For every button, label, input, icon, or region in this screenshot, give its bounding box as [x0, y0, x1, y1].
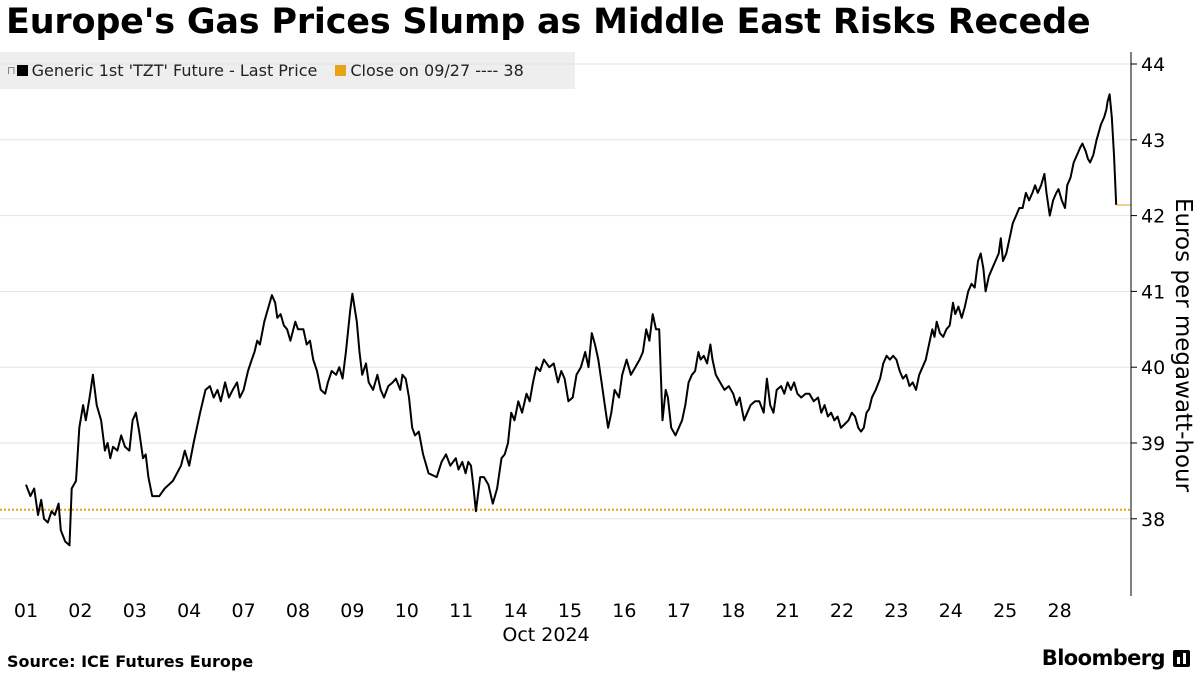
gridlines [0, 63, 1131, 520]
y-tick-label: 42 [1141, 206, 1165, 228]
x-tick-label: 21 [776, 600, 800, 622]
x-axis: 01 02 03 04 07 08 09 10 11 14 15 16 17 18 21 22 23 24 25 28… [14, 600, 1072, 646]
brand-logo: Bloomberg [1042, 646, 1190, 670]
chart-title: Europe's Gas Prices Slump as Middle East… [6, 2, 1091, 42]
x-tick-label: 28 [1048, 600, 1072, 622]
x-tick-label: 14 [504, 600, 528, 622]
y-tick-label: 40 [1141, 357, 1165, 379]
series-line [25, 93, 1118, 547]
y-tick-label: 44 [1141, 54, 1165, 76]
y-tick-label: 41 [1141, 281, 1165, 303]
legend-swatch-close [335, 65, 347, 76]
brand-name: Bloomberg [1041, 646, 1166, 670]
x-tick-label: 17 [667, 600, 691, 622]
y-axis-label: Euros per megawatt-hour [1170, 198, 1196, 493]
x-tick-label: 24 [939, 600, 963, 622]
legend-item-series: Generic 1st 'TZT' Future - Last Price [16, 61, 318, 80]
x-tick-label: 08 [286, 600, 310, 622]
x-tick-label: 03 [123, 600, 147, 622]
x-tick-label: 07 [232, 600, 256, 622]
source-note: Source: ICE Futures Europe [7, 652, 254, 671]
x-tick-label: 15 [558, 600, 582, 622]
x-tick-label: 18 [721, 600, 745, 622]
x-tick-label: 02 [68, 600, 92, 622]
bloomberg-terminal-icon [1173, 649, 1190, 667]
x-tick-label: 09 [340, 600, 364, 622]
y-tick-label: 43 [1141, 130, 1165, 152]
legend-label-series: Generic 1st 'TZT' Future - Last Price [31, 61, 318, 80]
annotation-group: +4.0310.56% [1116, 204, 1131, 206]
x-tick-label: 16 [612, 600, 636, 622]
x-axis-period-label: Oct 2024 [502, 624, 589, 646]
x-tick-label: 23 [884, 600, 908, 622]
series-group [25, 93, 1118, 547]
x-tick-label: 11 [449, 600, 473, 622]
x-tick-label: 25 [993, 600, 1017, 622]
y-axis: 38 39 40 41 42 43 44 Euros per megawatt-hour [1130, 52, 1196, 596]
legend-label-close: Close on 09/27 ---- 38 [350, 61, 524, 80]
x-tick-label: 10 [395, 600, 419, 622]
legend-marker-icon: ⊓ [7, 64, 16, 77]
x-tick-label: 01 [14, 600, 38, 622]
y-tick-label: 38 [1141, 509, 1165, 531]
y-tick-label: 39 [1141, 433, 1165, 455]
legend-item-close: Close on 09/27 ---- 38 [335, 61, 524, 80]
legend: ⊓ Generic 1st 'TZT' Future - Last Price … [0, 52, 575, 89]
legend-swatch-series [16, 65, 28, 76]
x-tick-label: 22 [830, 600, 854, 622]
x-tick-label: 04 [177, 600, 201, 622]
